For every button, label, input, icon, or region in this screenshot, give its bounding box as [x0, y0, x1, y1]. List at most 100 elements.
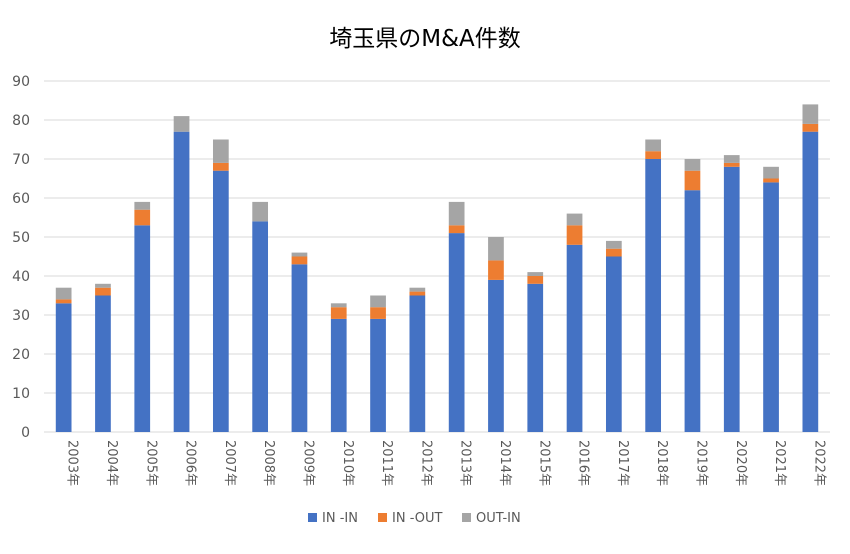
bar-segment	[566, 244, 583, 432]
x-tick-label: 2021年	[772, 440, 787, 486]
bar-segment	[802, 131, 819, 432]
y-tick-label: 60	[12, 191, 30, 207]
bar-segment	[55, 303, 72, 432]
bar-segment	[645, 159, 662, 432]
gridlines	[44, 80, 830, 433]
bar-segment	[684, 190, 701, 432]
bar-segment	[409, 287, 426, 292]
bar-segment	[488, 237, 504, 261]
bar-segment	[370, 295, 386, 308]
bar-segment	[448, 201, 465, 226]
x-axis-tick-labels: 2003年 2004年 2005年 2006年 2007年 2008年 2009年 2010年…	[65, 440, 827, 486]
bar-segment	[409, 295, 426, 432]
bar-segment	[763, 182, 779, 432]
x-tick-label: 2003年	[65, 440, 80, 486]
y-tick-label: 90	[12, 74, 30, 90]
bar-segment	[645, 151, 662, 159]
bar-segment	[330, 318, 347, 432]
y-tick-label: 10	[12, 386, 30, 402]
bar-segment	[370, 318, 386, 432]
bar-segment	[763, 178, 779, 183]
bar-segment	[488, 279, 504, 432]
legend-swatch	[378, 513, 387, 522]
bar-segment	[291, 252, 308, 257]
bar-segment	[488, 260, 504, 280]
x-tick-label: 2007年	[222, 440, 237, 486]
bar-segment	[212, 139, 229, 163]
bar-segment	[605, 240, 622, 249]
x-tick-label: 2022年	[811, 440, 826, 486]
bar-segment	[527, 283, 544, 432]
x-tick-label: 2008年	[261, 440, 276, 486]
bar-segment	[723, 162, 740, 167]
bar-segment	[95, 295, 111, 432]
bar-segment	[252, 221, 269, 432]
x-tick-label: 2020年	[733, 440, 748, 486]
bar-segment	[566, 225, 583, 245]
legend-swatch	[462, 513, 471, 522]
bar-segment	[330, 303, 347, 308]
bar-segment	[95, 283, 111, 288]
bar-segment	[370, 307, 386, 319]
bar-segment	[173, 131, 190, 432]
bar-segment	[95, 287, 111, 296]
bar-segment	[527, 272, 544, 276]
bar-segment	[173, 116, 190, 132]
bar-segment	[448, 225, 465, 234]
bar-segment	[212, 162, 229, 171]
legend: IN -IN IN -OUT OUT-IN	[308, 511, 521, 526]
x-tick-label: 2004年	[104, 440, 119, 486]
x-tick-label: 2016年	[576, 440, 591, 486]
bar-segment	[409, 291, 426, 296]
bar-segment	[605, 248, 622, 257]
bar-segment	[134, 201, 151, 210]
x-tick-label: 2014年	[497, 440, 512, 486]
bar-segment	[802, 123, 819, 132]
x-tick-label: 2012年	[418, 440, 433, 486]
x-tick-label: 2010年	[340, 440, 355, 486]
bar-segment	[330, 307, 347, 319]
bar-segment	[723, 155, 740, 163]
bar-segment	[527, 276, 544, 284]
y-tick-label: 70	[12, 152, 30, 168]
bar-segment	[134, 225, 151, 432]
x-tick-label: 2017年	[615, 440, 630, 486]
bar-segment	[802, 104, 819, 124]
chart-title: 埼玉県のM&A件数	[329, 26, 521, 52]
bar-segment	[763, 166, 779, 179]
bar-segment	[55, 299, 72, 304]
bar-segment	[55, 287, 72, 300]
bar-segment	[723, 166, 740, 433]
bars	[55, 104, 819, 433]
bar-segment	[291, 256, 308, 265]
x-tick-label: 2006年	[183, 440, 198, 486]
x-tick-label: 2018年	[654, 440, 669, 486]
x-tick-label: 2011年	[379, 440, 394, 486]
x-tick-label: 2013年	[458, 440, 473, 486]
bar-segment	[605, 256, 622, 432]
x-tick-label: 2005年	[143, 440, 158, 486]
bar-segment	[684, 170, 701, 191]
bar-segment	[134, 209, 151, 226]
legend-label: OUT-IN	[476, 511, 521, 526]
y-axis-tick-labels: 0 10 20 30 40 50 60 70 80 90	[12, 74, 30, 441]
bar-segment	[212, 170, 229, 432]
bar-segment	[566, 213, 583, 226]
legend-label: IN -OUT	[392, 511, 442, 526]
bar-segment	[252, 201, 269, 222]
bar-segment	[645, 139, 662, 152]
y-tick-label: 0	[21, 425, 30, 441]
y-tick-label: 20	[12, 347, 30, 363]
y-tick-label: 30	[12, 308, 30, 324]
legend-label: IN -IN	[322, 511, 358, 526]
y-tick-label: 80	[12, 113, 30, 129]
bar-segment	[448, 233, 465, 432]
legend-swatch	[308, 513, 317, 522]
bar-segment	[291, 264, 308, 432]
y-tick-label: 50	[12, 230, 30, 246]
x-tick-label: 2009年	[300, 440, 315, 486]
bar-segment	[684, 159, 701, 171]
x-tick-label: 2019年	[693, 440, 708, 486]
